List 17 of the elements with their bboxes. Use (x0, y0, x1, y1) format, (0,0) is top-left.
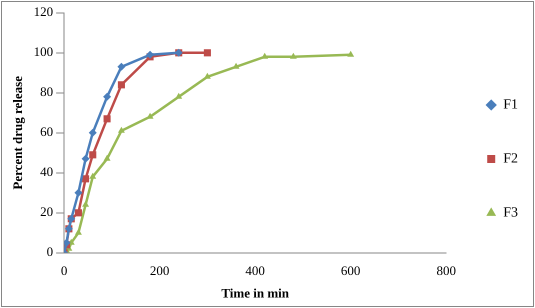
y-tick-label: 80 (40, 84, 54, 100)
legend-label: F1 (503, 98, 518, 113)
y-tick-label: 20 (40, 204, 54, 220)
y-axis-title: Percent drug release (10, 76, 26, 190)
x-tick-label: 400 (245, 263, 265, 278)
x-tick-label: 200 (150, 263, 170, 278)
x-tick-label: 0 (60, 263, 68, 278)
y-tick-label: 0 (46, 244, 54, 260)
y-tick-label: 120 (34, 4, 54, 20)
x-axis-title: Time in min (221, 286, 290, 301)
legend-label: F2 (503, 152, 518, 167)
y-tick-label: 60 (40, 124, 54, 140)
y-tick-label: 40 (40, 164, 54, 180)
x-tick-label: 800 (436, 263, 456, 278)
legend-label: F3 (503, 206, 518, 221)
x-tick-label: 600 (340, 263, 360, 278)
y-tick-label: 100 (34, 44, 54, 60)
